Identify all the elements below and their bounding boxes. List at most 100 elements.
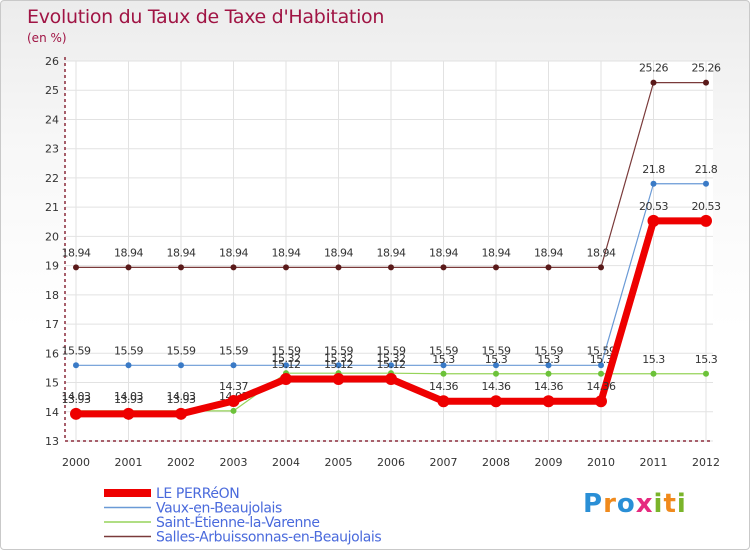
data-label: 20.53 [639, 200, 668, 213]
data-point [598, 362, 604, 369]
legend: LE PERRéONVaux-en-BeaujolaisSaint-Étienn… [104, 486, 382, 546]
data-label: 15.32 [324, 352, 353, 365]
data-point [280, 373, 292, 386]
data-point [388, 362, 394, 369]
data-point [230, 362, 237, 369]
data-label: 15.3 [432, 353, 455, 366]
data-label: 14.03 [114, 390, 143, 403]
x-tick-label: 2011 [640, 456, 668, 469]
data-point [545, 362, 552, 369]
logo-letter: P [583, 489, 604, 519]
series-salles-arbuissonnas-en-beaujolais: 18.94 18.94 18.94 18.94 18.94 18.94 18.94 18.94… [62, 62, 721, 271]
x-tick-label: 2009 [535, 456, 563, 469]
data-label: 15.3 [537, 353, 560, 366]
data-label: 13.93 [62, 393, 91, 406]
data-point [440, 264, 447, 271]
y-tick-label: 17 [45, 318, 59, 331]
data-label: 15.3 [695, 353, 718, 366]
data-point [437, 395, 450, 408]
data-point [335, 362, 342, 369]
data-point [650, 180, 657, 187]
data-label: 15.3 [642, 353, 665, 366]
y-tick-label: 16 [45, 347, 59, 360]
data-label: 18.94 [377, 246, 406, 259]
proxiti-logo: Proxiti [583, 489, 687, 519]
legend-label: Saint-Étienne-la-Varenne [156, 514, 320, 531]
y-tick-label: 23 [45, 143, 59, 156]
data-label: 14.03 [62, 390, 91, 403]
data-label: 14.37 [219, 380, 248, 393]
data-label: 14.36 [482, 380, 511, 393]
data-label: 15.59 [62, 344, 91, 357]
x-tick-label: 2010 [587, 456, 615, 469]
y-tick-label: 22 [45, 172, 59, 185]
data-point [703, 370, 709, 377]
data-point [125, 264, 132, 271]
data-point [125, 362, 132, 369]
data-point [598, 370, 604, 377]
legend-label: Vaux-en-Beaujolais [156, 501, 282, 517]
data-point [598, 264, 604, 271]
y-tick-label: 19 [45, 260, 59, 273]
logo-letter: r [603, 489, 617, 519]
data-label: 14.36 [429, 380, 458, 393]
data-label: 18.94 [482, 246, 511, 259]
data-label: 15.59 [167, 344, 196, 357]
y-tick-label: 18 [45, 289, 59, 302]
data-label: 15.59 [534, 344, 563, 357]
y-tick-label: 25 [45, 84, 59, 97]
chart-subtitle: (en %) [27, 31, 67, 45]
data-label: 15.12 [324, 358, 353, 371]
logo-letter: i [653, 489, 664, 519]
x-tick-label: 2002 [167, 456, 195, 469]
logo-letter: o [616, 489, 636, 519]
data-point [545, 264, 552, 271]
x-tick-label: 2008 [482, 456, 510, 469]
data-label: 18.94 [167, 246, 196, 259]
data-point [700, 214, 712, 227]
data-label: 18.94 [587, 246, 616, 259]
data-label: 18.94 [429, 246, 458, 259]
data-point [647, 214, 660, 227]
logo-letter: i [676, 489, 687, 519]
data-label: 15.12 [272, 358, 301, 371]
data-point [70, 407, 82, 420]
data-label: 15.3 [590, 353, 613, 366]
data-point [595, 395, 607, 408]
data-label: 18.94 [324, 246, 353, 259]
data-point [283, 362, 289, 369]
data-point [493, 370, 499, 377]
x-tick-label: 2004 [272, 456, 300, 469]
data-label: 18.94 [272, 246, 301, 259]
y-tick-label: 14 [45, 406, 59, 419]
data-point [332, 373, 345, 386]
data-point [385, 373, 397, 386]
x-tick-label: 2012 [692, 456, 720, 469]
data-label: 18.94 [62, 246, 91, 259]
data-point [122, 407, 135, 420]
data-label: 15.32 [272, 352, 301, 365]
data-point [178, 264, 184, 271]
data-point [703, 180, 709, 187]
legend-label: LE PERRéON [156, 486, 239, 502]
series-le-perr-on: 13.93 13.93 13.93 14.37 15.12 15.12 15.12 14.36… [62, 200, 721, 420]
data-label: 14.36 [587, 380, 616, 393]
data-label: 14.03 [167, 390, 196, 403]
data-point [542, 395, 555, 408]
data-label: 15.59 [324, 344, 353, 357]
x-tick-label: 2003 [220, 456, 248, 469]
data-point [490, 395, 502, 408]
data-label: 18.94 [114, 246, 143, 259]
y-tick-label: 20 [45, 230, 59, 243]
data-label: 21.8 [695, 163, 718, 176]
data-label: 15.59 [272, 344, 301, 357]
data-point [335, 264, 342, 271]
data-label: 13.93 [114, 393, 143, 406]
x-tick-label: 2006 [377, 456, 405, 469]
data-point [175, 407, 187, 420]
data-label: 15.59 [482, 344, 511, 357]
logo-letter: x [635, 489, 654, 519]
legend-label: Salles-Arbuissonnas-en-Beaujolais [156, 530, 381, 546]
